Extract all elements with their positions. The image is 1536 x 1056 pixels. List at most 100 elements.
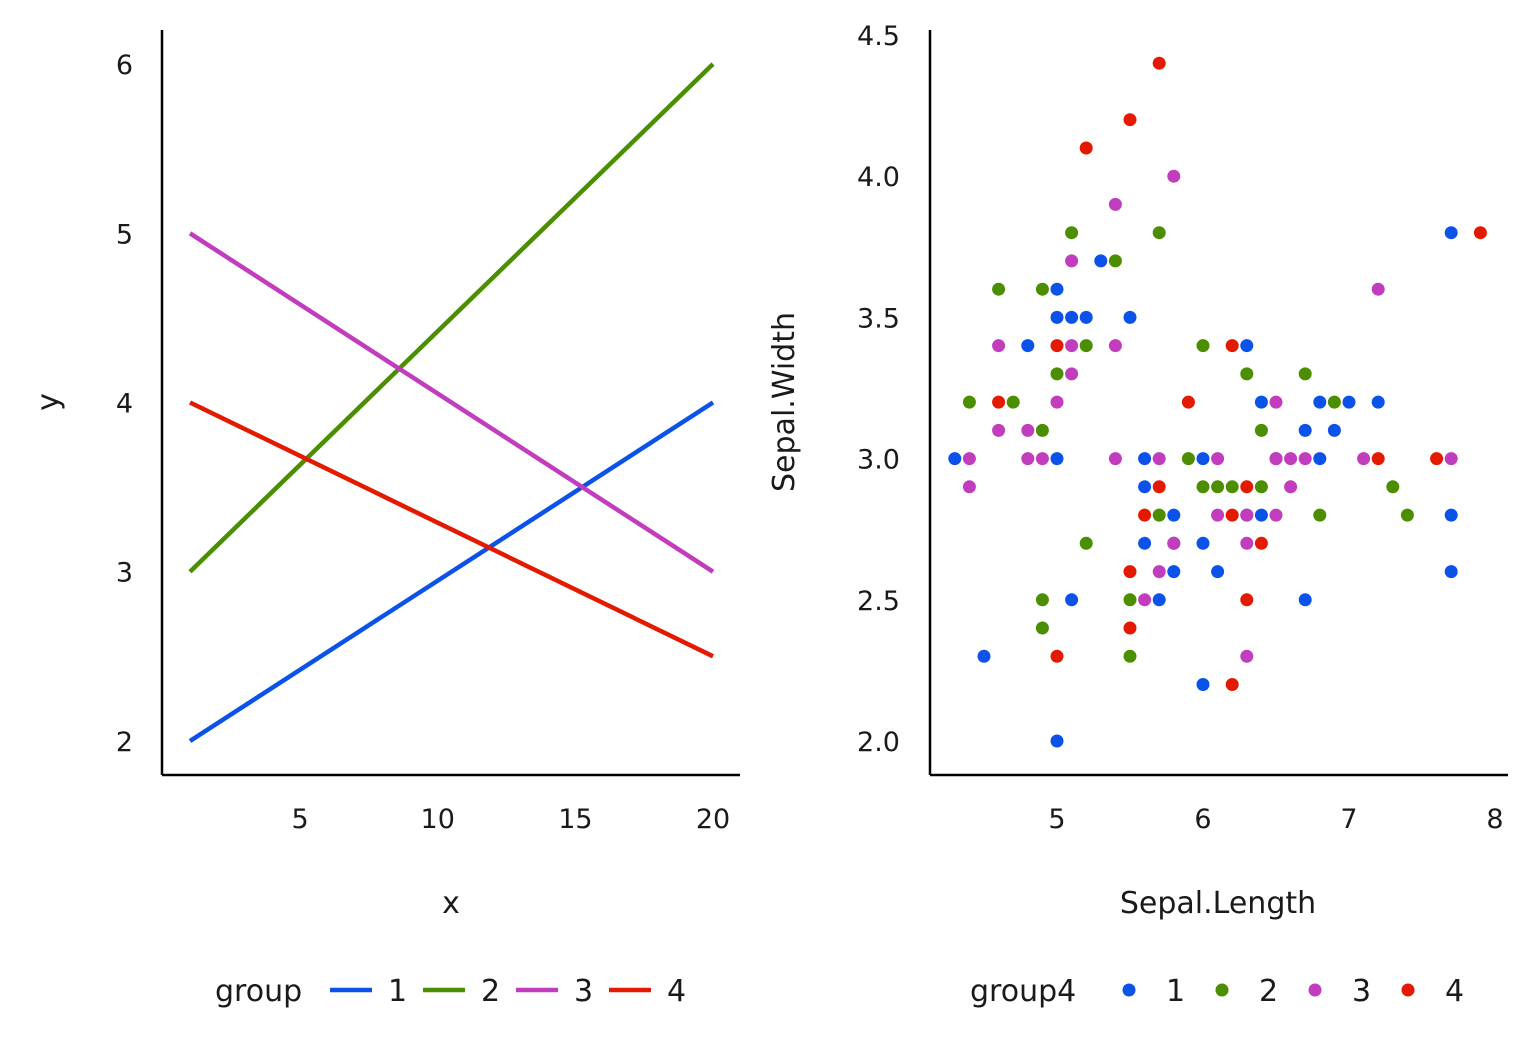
scatter-point-group-3 [1211,508,1225,522]
scatter-point-group-3 [1357,452,1371,466]
scatter-point-group-2 [1225,480,1239,494]
scatter-point-group-3 [1371,282,1385,296]
scatter-point-group-4 [1152,480,1166,494]
scatter-point-group-1 [1196,452,1210,466]
scatter-point-group-4 [1138,508,1152,522]
scatter-point-group-4 [1254,536,1268,550]
scatter-point-group-2 [1181,452,1195,466]
scatter-point-group-2 [1254,480,1268,494]
x-tick-label: 20 [696,804,730,835]
scatter-point-group-1 [1167,565,1181,579]
scatter-point-group-2 [1327,395,1341,409]
scatter-point-group-3 [1240,649,1254,663]
scatter-point-group-4 [1181,395,1195,409]
scatter-point-group-1 [977,649,991,663]
scatter-point-group-3 [1240,508,1254,522]
scatter-point-group-3 [1211,452,1225,466]
scatter-point-group-3 [1167,169,1181,183]
scatter-point-group-3 [1050,395,1064,409]
scatter-point-group-1 [1342,395,1356,409]
scatter-point-group-2 [1386,480,1400,494]
scatter-point-group-2 [992,282,1006,296]
scatter-point-group-1 [1094,254,1108,268]
scatter-point-group-4 [1123,565,1137,579]
x-tick-label: 5 [292,804,309,835]
scatter-point-group-4 [1225,678,1239,691]
scatter-point-group-2 [1196,480,1210,494]
scatter-point-group-2 [1123,593,1137,607]
scatter-point-group-2 [1152,226,1166,240]
scatter-point-group-3 [1108,339,1122,353]
scatter-point-group-2 [1050,367,1064,381]
scatter-point-group-4 [1473,226,1487,240]
legend-label: 3 [574,974,593,1009]
y-tick-label: 5 [116,219,133,250]
scatter-point-group-1 [1138,452,1152,466]
scatter-point-group-1 [1079,310,1093,324]
scatter-point-group-1 [1254,508,1268,522]
scatter-point-group-3 [1138,593,1152,607]
x-axis-title: Sepal.Length [1120,886,1316,921]
scatter-point-group-4 [1079,141,1093,155]
scatter-point-group-3 [962,480,976,494]
legend-label: 4 [1445,974,1464,1009]
scatter-point-group-2 [1006,395,1020,409]
scatter-point-group-3 [1108,197,1122,211]
scatter-point-group-1 [1152,593,1166,607]
x-tick-label: 6 [1194,804,1211,835]
scatter-point-group-2 [1108,254,1122,268]
scatter-point-group-3 [1108,452,1122,466]
scatter-point-group-1 [1196,536,1210,550]
scatter-point-group-3 [1065,339,1079,353]
legend-label: 1 [388,974,407,1009]
scatter-point-group-2 [1254,423,1268,437]
scatter-chart-legend: group4 1 2 3 4 [970,974,1464,1009]
y-tick-label: 2.5 [857,586,900,617]
legend-title: group [215,974,302,1009]
scatter-chart-panel: 5 6 7 8 2.0 2.5 3.0 3.5 4.0 4.5 Sepal.Length Sep… [767,21,1508,1009]
line-chart-legend: group 1 2 3 4 [215,974,686,1009]
scatter-point-group-2 [1313,508,1327,522]
scatter-point-group-1 [1050,452,1064,466]
scatter-point-group-2 [1400,508,1414,522]
scatter-point-group-1 [1327,423,1341,437]
scatter-point-group-3 [1021,452,1035,466]
scatter-point-group-4 [1371,452,1385,466]
line-series-1 [188,400,715,743]
scatter-point-group-3 [1284,452,1298,466]
scatter-point-group-1 [1050,734,1064,748]
scatter-point-group-3 [1284,480,1298,494]
y-tick-label: 2 [116,727,133,758]
scatter-point-group-3 [1269,508,1283,522]
legend-key-dot [1215,983,1229,997]
line-series-2 [188,62,715,574]
scatter-point-group-1 [1254,395,1268,409]
scatter-point-group-3 [1298,452,1312,466]
y-axis-title: Sepal.Width [767,312,802,492]
scatter-point-group-3 [1444,452,1458,466]
scatter-point-group-3 [1167,536,1181,550]
legend-label: 4 [667,974,686,1009]
scatter-point-group-2 [1065,226,1079,240]
x-tick-label: 8 [1486,804,1503,835]
scatter-point-group-1 [1313,395,1327,409]
scatter-point-group-3 [1152,452,1166,466]
line-series-3 [188,231,715,574]
scatter-point-group-1 [1444,565,1458,579]
scatter-point-group-2 [1035,423,1049,437]
legend-label: 1 [1166,974,1185,1009]
scatter-point-group-2 [1035,621,1049,635]
y-tick-labels: 2.0 2.5 3.0 3.5 4.0 4.5 [857,21,900,758]
scatter-point-group-4 [1240,480,1254,494]
x-tick-labels: 5 10 15 20 [292,804,731,835]
line-chart-marks [188,62,715,743]
scatter-point-group-3 [1021,423,1035,437]
scatter-point-group-1 [1313,452,1327,466]
scatter-chart-marks [948,56,1487,748]
scatter-point-group-2 [1152,508,1166,522]
scatter-point-group-1 [1298,593,1312,607]
legend-title: group4 [970,974,1076,1009]
legend-key-dot [1122,983,1136,997]
scatter-point-group-3 [1152,565,1166,579]
line-chart-panel: 5 10 15 20 2 3 4 5 6 x y group 1 2 3 4 [31,30,740,1009]
